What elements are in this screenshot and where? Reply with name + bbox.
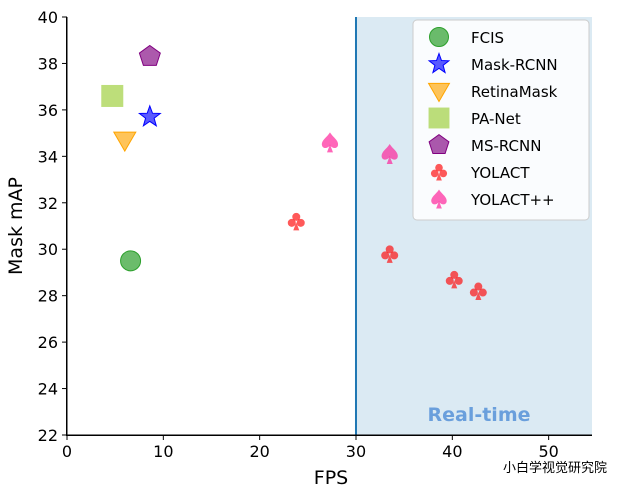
y-tick-label: 34 (38, 147, 58, 166)
data-point-yolact (287, 212, 305, 231)
data-point-yolact (445, 270, 463, 289)
legend-label: RetinaMask (471, 83, 558, 101)
axis-ticks: 0 10 20 30 40 50 22 24 26 28 30 32 34 36 38 40 (38, 8, 559, 461)
y-tick-label: 32 (38, 194, 58, 213)
legend-label: YOLACT++ (470, 191, 555, 209)
x-tick-label: 10 (153, 442, 173, 461)
legend-marker (428, 133, 450, 154)
data-point-retinamask (112, 131, 137, 153)
plot-frame-left (66, 17, 68, 435)
y-tick-label: 40 (38, 8, 58, 27)
y-tick-label: 30 (38, 240, 58, 259)
data-point-fcis (120, 250, 142, 272)
y-tick-label: 38 (38, 54, 58, 73)
x-tick-label: 20 (249, 442, 269, 461)
y-tick-label: 26 (38, 333, 58, 352)
y-tick-label: 22 (38, 426, 58, 445)
legend-marker (427, 82, 451, 103)
data-point-yolact (321, 132, 339, 153)
data-point-yolact (469, 282, 487, 301)
y-tick-label: 36 (38, 101, 58, 120)
x-tick-label: 30 (346, 442, 366, 461)
y-tick-label: 28 (38, 287, 58, 306)
y-axis-label: Mask mAP (5, 177, 27, 275)
legend: FCIS Mask-RCNN RetinaMask PA-Net MS-RCNN YOLA… (412, 19, 590, 221)
x-axis-label: FPS (314, 467, 348, 489)
legend-box (412, 19, 590, 221)
legend-label: MS-RCNN (471, 137, 541, 155)
legend-marker (428, 107, 450, 129)
legend-label: YOLACT (470, 164, 530, 182)
real-time-label: Real-time (427, 404, 530, 426)
data-point-ms-rcnn (138, 44, 161, 66)
legend-label: FCIS (471, 29, 504, 47)
x-tick-label: 0 (62, 442, 72, 461)
data-points (101, 44, 487, 301)
legend-label: Mask-RCNN (471, 56, 558, 74)
watermark: 小白学视觉研究院 (503, 460, 607, 476)
plot-frame-bottom (66, 434, 592, 436)
legend-marker (431, 189, 447, 209)
legend-marker (427, 52, 451, 74)
data-point-pa-net (101, 84, 124, 107)
legend-marker (429, 27, 449, 47)
legend-label: PA-Net (471, 110, 521, 128)
data-point-yolact (381, 245, 399, 263)
y-tick-label: 24 (38, 380, 58, 399)
legend-marker (430, 163, 448, 181)
data-point-mask-rcnn (137, 104, 162, 128)
x-tick-label: 40 (442, 442, 462, 461)
x-tick-label: 50 (538, 442, 558, 461)
data-point-yolact (381, 144, 398, 165)
